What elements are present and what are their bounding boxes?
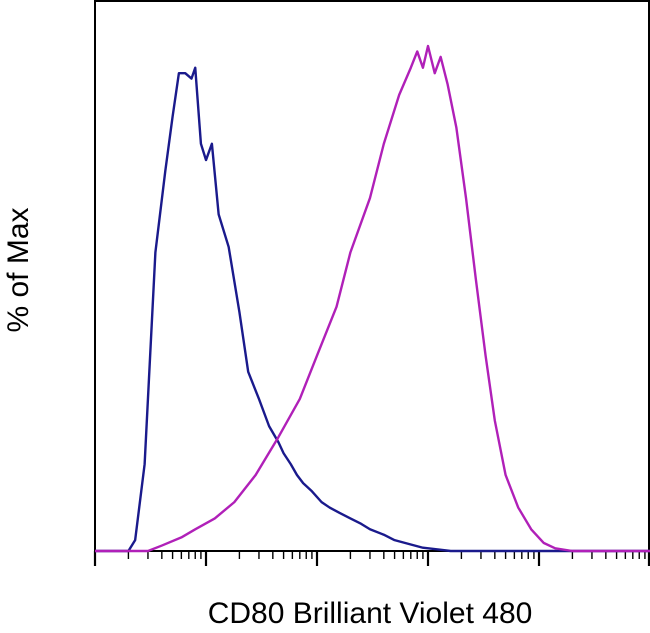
- y-axis-label: % of Max: [2, 207, 35, 332]
- x-axis-label: CD80 Brilliant Violet 480: [208, 597, 533, 630]
- histogram-series-line-2: [95, 44, 650, 553]
- series-layer: [95, 44, 650, 553]
- x-axis-ticks: [93, 551, 650, 566]
- histogram-series-line-1: [95, 66, 650, 553]
